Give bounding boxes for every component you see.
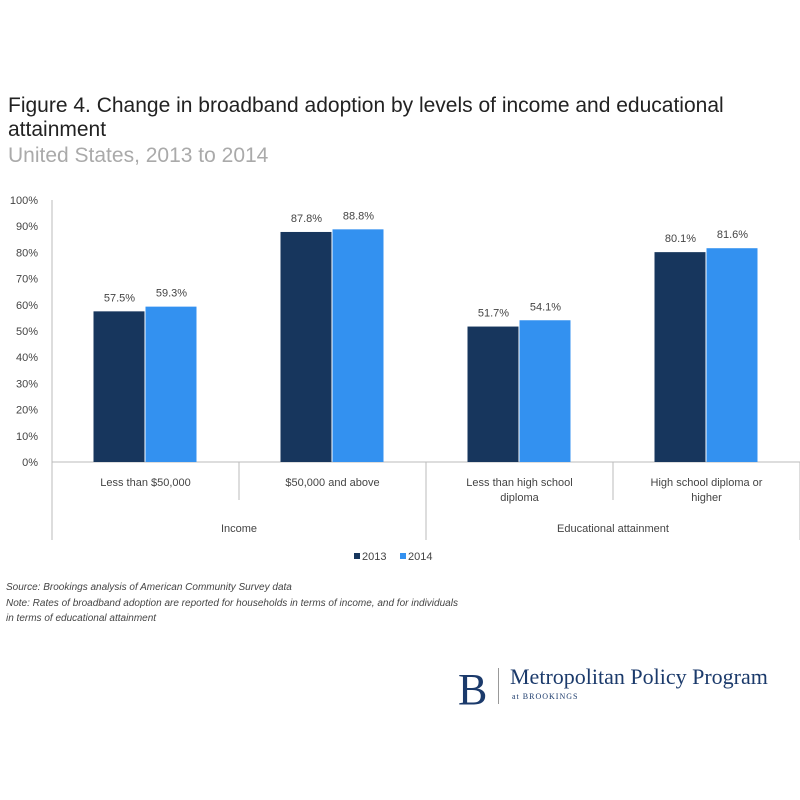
note-line-2: in terms of educational attainment bbox=[6, 613, 157, 624]
bar-2014 bbox=[145, 306, 197, 462]
category-label: diploma bbox=[500, 492, 539, 504]
legend-swatch-2014 bbox=[400, 553, 406, 559]
logo-program-name: Metropolitan Policy Program bbox=[510, 664, 768, 689]
y-tick-label: 10% bbox=[16, 431, 38, 443]
legend-label-2014: 2014 bbox=[408, 551, 432, 563]
y-tick-label: 100% bbox=[10, 195, 38, 207]
bar-chart: 0% 10% 20% 30% 40% 50% 60% 70% 80% 90% 100% 57.5% 59… bbox=[10, 195, 800, 563]
y-tick-label: 90% bbox=[16, 221, 38, 233]
group-label: Income bbox=[221, 523, 257, 535]
y-tick-label: 0% bbox=[22, 457, 38, 469]
category-label: Less than high school bbox=[466, 477, 572, 489]
y-tick-label: 20% bbox=[16, 405, 38, 417]
y-tick-label: 80% bbox=[16, 247, 38, 259]
data-label: 81.6% bbox=[717, 229, 748, 241]
y-tick-label: 60% bbox=[16, 300, 38, 312]
source-note: Source: Brookings analysis of American C… bbox=[6, 582, 292, 593]
data-label: 57.5% bbox=[104, 292, 135, 304]
category-label: higher bbox=[691, 492, 722, 504]
bar-2014 bbox=[706, 248, 758, 462]
brookings-logo-letter: B bbox=[458, 665, 488, 714]
legend-label-2013: 2013 bbox=[362, 551, 386, 563]
chart-subtitle: United States, 2013 to 2014 bbox=[8, 144, 269, 167]
data-label: 59.3% bbox=[156, 288, 187, 300]
bar-2014 bbox=[332, 229, 384, 462]
category-label: Less than $50,000 bbox=[100, 477, 191, 489]
y-tick-label: 50% bbox=[16, 326, 38, 338]
bar-2013 bbox=[93, 311, 145, 462]
bar-2013 bbox=[654, 252, 706, 462]
y-tick-label: 40% bbox=[16, 352, 38, 364]
data-label: 87.8% bbox=[291, 213, 322, 225]
y-tick-label: 30% bbox=[16, 378, 38, 390]
note-line-1: Note: Rates of broadband adoption are re… bbox=[6, 598, 458, 609]
data-label: 51.7% bbox=[478, 308, 509, 320]
category-label: $50,000 and above bbox=[285, 477, 379, 489]
data-label: 54.1% bbox=[530, 301, 561, 313]
legend-swatch-2013 bbox=[354, 553, 360, 559]
bar-2013 bbox=[467, 326, 519, 462]
data-label: 80.1% bbox=[665, 233, 696, 245]
logo-divider bbox=[498, 668, 499, 704]
group-label: Educational attainment bbox=[557, 523, 669, 535]
chart-title: Figure 4. Change in broadband adoption b… bbox=[8, 94, 724, 141]
data-label: 88.8% bbox=[343, 210, 374, 222]
category-label: High school diploma or bbox=[651, 477, 763, 489]
bar-2013 bbox=[280, 231, 332, 462]
y-tick-label: 70% bbox=[16, 274, 38, 286]
logo-subtitle: at BROOKINGS bbox=[512, 692, 579, 701]
bar-2014 bbox=[519, 320, 571, 462]
